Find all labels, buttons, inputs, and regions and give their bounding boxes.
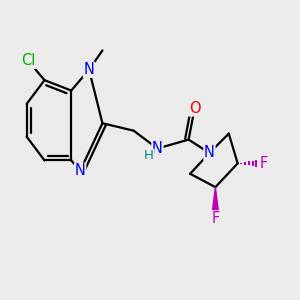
Polygon shape bbox=[212, 187, 219, 218]
Text: F: F bbox=[211, 211, 220, 226]
Text: H: H bbox=[144, 149, 154, 162]
Text: N: N bbox=[152, 141, 163, 156]
Text: N: N bbox=[84, 62, 94, 77]
Text: Cl: Cl bbox=[21, 53, 35, 68]
Text: N: N bbox=[204, 146, 215, 160]
Text: N: N bbox=[75, 163, 86, 178]
Text: O: O bbox=[189, 101, 200, 116]
Text: F: F bbox=[260, 156, 268, 171]
